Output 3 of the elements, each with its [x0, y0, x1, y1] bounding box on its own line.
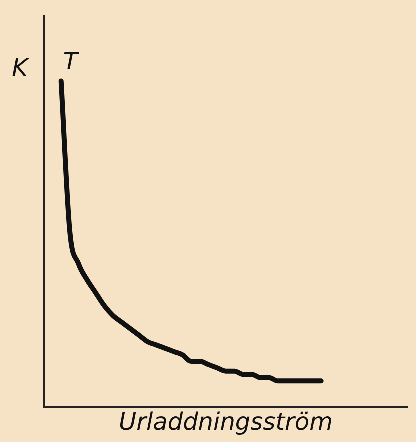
y-axis-title: K [12, 54, 30, 82]
text: T [63, 47, 80, 76]
x-axis-title: Urladdningsström [119, 408, 333, 436]
